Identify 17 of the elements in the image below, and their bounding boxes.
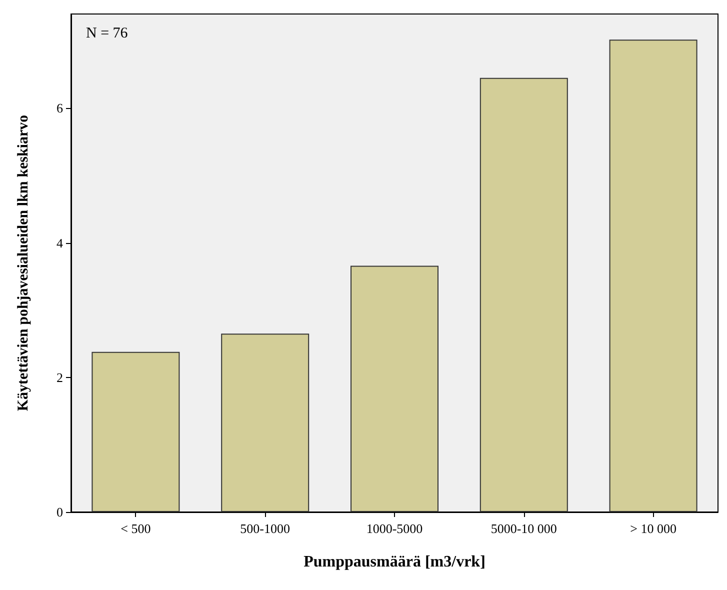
- bar: [92, 352, 180, 512]
- x-tick-label: < 500: [120, 521, 151, 536]
- y-tick-label: 4: [56, 235, 64, 250]
- y-tick-label: 2: [56, 370, 63, 385]
- x-tick-label: 500-1000: [240, 521, 290, 536]
- x-tick-label: 5000-10 000: [490, 521, 557, 536]
- y-axis-title: Käytettävien pohjavesialueiden lkm keskiarvo: [16, 114, 32, 412]
- x-tick-label: > 10 000: [630, 521, 676, 536]
- bar: [350, 266, 438, 512]
- x-axis-title: Pumppausmäärä [m3/vrk]: [304, 554, 486, 570]
- y-tick-label: 6: [56, 100, 64, 116]
- y-tick-label: 0: [56, 504, 63, 520]
- bar: [480, 78, 568, 512]
- annotation: N = 76: [86, 26, 128, 42]
- bar: [221, 334, 310, 512]
- x-tick-label: 1000-5000: [366, 521, 423, 536]
- bar: [609, 40, 698, 512]
